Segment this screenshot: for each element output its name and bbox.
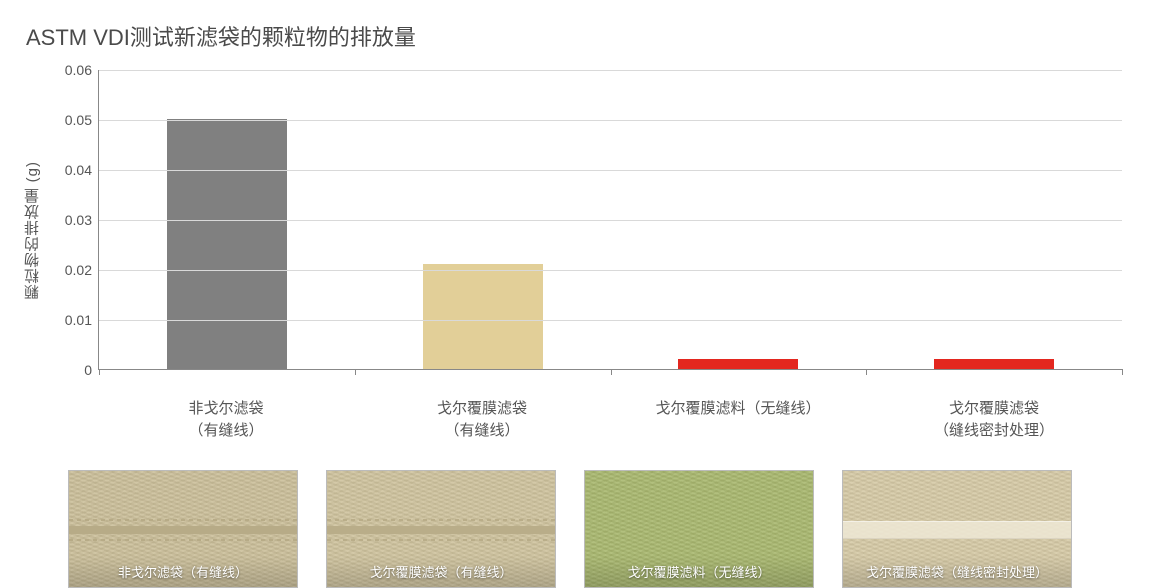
gridline	[99, 320, 1122, 321]
y-tick-label: 0.03	[65, 212, 92, 228]
x-tick	[1122, 369, 1123, 375]
gridline	[99, 270, 1122, 271]
y-tick-label: 0.06	[65, 62, 92, 78]
x-label-line2: （有缝线）	[98, 420, 354, 442]
y-axis-label-wrap: 颗粒物的排放量 (g)	[18, 70, 46, 390]
gridline	[99, 70, 1122, 71]
y-tick-label: 0.01	[65, 312, 92, 328]
gridline	[99, 120, 1122, 121]
bar	[423, 264, 543, 369]
x-label-line2: （有缝线）	[354, 420, 610, 442]
y-ticks: 00.010.020.030.040.050.06	[46, 70, 98, 370]
x-label: 戈尔覆膜滤袋（缝线密封处理）	[866, 390, 1122, 442]
y-axis-label: 颗粒物的排放量 (g)	[22, 161, 43, 300]
swatch-caption: 戈尔覆膜滤料（无缝线）	[585, 556, 813, 587]
swatch-row: 非戈尔滤袋（有缝线） 戈尔覆膜滤袋（有缝线） 戈尔覆膜滤料（无缝线） 戈尔覆膜滤袋（缝…	[18, 470, 1122, 588]
bar	[167, 119, 287, 369]
x-tick	[99, 369, 100, 375]
swatch: 戈尔覆膜滤料（无缝线）	[584, 470, 814, 588]
page-root: ASTM VDI测试新滤袋的颗粒物的排放量 颗粒物的排放量 (g) 0 0.01 0…	[0, 0, 1152, 585]
swatch: 戈尔覆膜滤袋（缝线密封处理）	[842, 470, 1072, 588]
x-label: 戈尔覆膜滤料（无缝线）	[610, 390, 866, 442]
swatch-seam	[327, 519, 555, 541]
x-label-line1: 非戈尔滤袋	[98, 398, 354, 420]
swatch-seam	[69, 519, 297, 541]
plot-area	[98, 70, 1122, 370]
x-label: 非戈尔滤袋（有缝线）	[98, 390, 354, 442]
x-label-line1: 戈尔覆膜滤袋	[866, 398, 1122, 420]
y-tick-label: 0.05	[65, 112, 92, 128]
y-tick-label: 0	[84, 362, 92, 378]
swatch-seam	[843, 521, 1071, 539]
swatch-caption: 戈尔覆膜滤袋（缝线密封处理）	[843, 556, 1071, 587]
chart-inner: 00.010.020.030.040.050.06	[46, 70, 1122, 390]
x-labels: 非戈尔滤袋（有缝线）戈尔覆膜滤袋（有缝线）戈尔覆膜滤料（无缝线）戈尔覆膜滤袋（缝…	[98, 390, 1122, 442]
y-tick-label: 0.04	[65, 162, 92, 178]
x-label: 戈尔覆膜滤袋（有缝线）	[354, 390, 610, 442]
gridline	[99, 170, 1122, 171]
x-label-line2: （缝线密封处理）	[866, 420, 1122, 442]
y-tick-label: 0.02	[65, 262, 92, 278]
x-tick	[611, 369, 612, 375]
bar	[678, 359, 798, 369]
x-label-line1: 戈尔覆膜滤袋	[354, 398, 610, 420]
swatch: 戈尔覆膜滤袋（有缝线）	[326, 470, 556, 588]
bar	[934, 359, 1054, 369]
x-label-line1: 戈尔覆膜滤料（无缝线）	[610, 398, 866, 420]
swatch-caption: 非戈尔滤袋（有缝线）	[69, 556, 297, 587]
x-tick	[866, 369, 867, 375]
x-tick	[355, 369, 356, 375]
chart-area: 颗粒物的排放量 (g) 00.010.020.030.040.050.06	[18, 70, 1122, 390]
swatch: 非戈尔滤袋（有缝线）	[68, 470, 298, 588]
gridline	[99, 220, 1122, 221]
chart-title: ASTM VDI测试新滤袋的颗粒物的排放量	[26, 20, 1122, 52]
swatch-caption: 戈尔覆膜滤袋（有缝线）	[327, 556, 555, 587]
